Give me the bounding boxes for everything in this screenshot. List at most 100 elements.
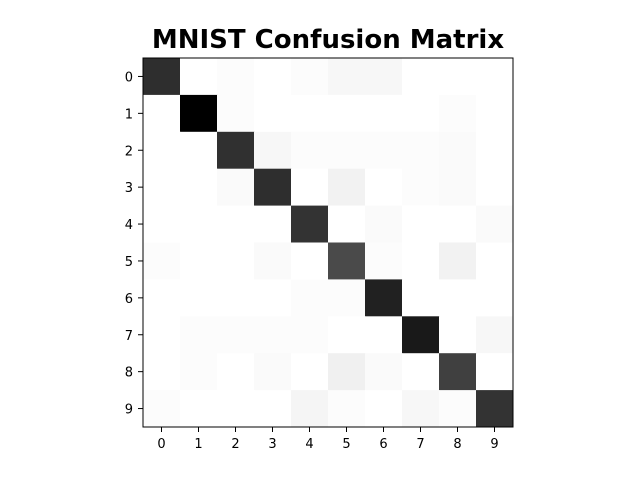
cell-4-2 — [217, 205, 255, 243]
cell-7-4 — [291, 316, 329, 354]
cell-0-7 — [402, 58, 440, 96]
cell-4-0 — [143, 205, 181, 243]
cell-1-5 — [328, 94, 366, 133]
x-tick-label-9: 9 — [490, 437, 498, 452]
y-tick-label-7: 7 — [125, 329, 133, 344]
cell-7-9 — [476, 316, 514, 354]
x-tick-label-4: 4 — [305, 437, 313, 452]
cell-8-9 — [476, 353, 514, 391]
cell-6-5 — [328, 279, 366, 317]
cell-0-0 — [143, 58, 181, 96]
cell-9-5 — [328, 390, 366, 428]
cell-9-9 — [476, 390, 514, 428]
cell-0-2 — [217, 58, 255, 96]
cell-2-9 — [476, 131, 514, 170]
cell-0-4 — [291, 58, 329, 96]
cell-9-1 — [180, 390, 218, 428]
cell-3-1 — [180, 168, 218, 207]
cell-8-5 — [328, 353, 366, 391]
y-tick-label-6: 6 — [125, 292, 133, 307]
cell-5-9 — [476, 242, 514, 280]
cell-9-0 — [143, 390, 181, 428]
cell-2-2 — [217, 131, 255, 170]
cell-8-2 — [217, 353, 255, 391]
cell-3-3 — [254, 168, 292, 207]
cell-4-5 — [328, 205, 366, 243]
cell-2-4 — [291, 131, 329, 170]
heatmap-cells — [143, 58, 514, 428]
cell-6-3 — [254, 279, 292, 317]
x-tick-label-3: 3 — [268, 437, 276, 452]
cell-1-2 — [217, 94, 255, 133]
cell-2-6 — [365, 131, 403, 170]
y-tick-label-0: 0 — [125, 70, 133, 85]
x-tick-label-1: 1 — [194, 437, 202, 452]
cell-8-0 — [143, 353, 181, 391]
cell-0-1 — [180, 58, 218, 96]
cell-5-7 — [402, 242, 440, 280]
cell-0-3 — [254, 58, 292, 96]
cell-7-5 — [328, 316, 366, 354]
cell-0-5 — [328, 58, 366, 96]
x-tick-label-2: 2 — [231, 437, 239, 452]
cell-3-4 — [291, 168, 329, 207]
cell-0-6 — [365, 58, 403, 96]
cell-6-9 — [476, 279, 514, 317]
cell-2-7 — [402, 131, 440, 170]
cell-4-8 — [439, 205, 477, 243]
cell-1-7 — [402, 94, 440, 133]
cell-9-8 — [439, 390, 477, 428]
cell-0-8 — [439, 58, 477, 96]
y-tick-label-2: 2 — [125, 144, 133, 159]
cell-8-4 — [291, 353, 329, 391]
cell-9-3 — [254, 390, 292, 428]
cell-8-8 — [439, 353, 477, 391]
cell-1-0 — [143, 94, 181, 133]
cell-6-8 — [439, 279, 477, 317]
cell-3-8 — [439, 168, 477, 207]
cell-9-4 — [291, 390, 329, 428]
x-tick-label-5: 5 — [342, 437, 350, 452]
cell-6-0 — [143, 279, 181, 317]
cell-5-8 — [439, 242, 477, 280]
cell-7-8 — [439, 316, 477, 354]
cell-2-3 — [254, 131, 292, 170]
y-tick-label-8: 8 — [125, 366, 133, 381]
cell-8-6 — [365, 353, 403, 391]
cell-2-5 — [328, 131, 366, 170]
cell-7-1 — [180, 316, 218, 354]
x-axis: 0 1 2 3 4 5 6 7 8 9 — [157, 427, 499, 452]
cell-7-6 — [365, 316, 403, 354]
cell-4-7 — [402, 205, 440, 243]
cell-3-7 — [402, 168, 440, 207]
cell-2-1 — [180, 131, 218, 170]
y-axis: 0 1 2 3 4 5 6 7 8 9 — [125, 70, 143, 418]
plot-frame — [142, 57, 514, 428]
cell-2-0 — [143, 131, 181, 170]
cell-5-6 — [365, 242, 403, 280]
cell-7-3 — [254, 316, 292, 354]
cell-9-6 — [365, 390, 403, 428]
cell-7-0 — [143, 316, 181, 354]
cell-4-1 — [180, 205, 218, 243]
cell-6-2 — [217, 279, 255, 317]
y-tick-label-3: 3 — [125, 181, 133, 196]
cell-1-4 — [291, 94, 329, 133]
cell-5-0 — [143, 242, 181, 280]
cell-1-8 — [439, 94, 477, 133]
cell-0-9 — [476, 58, 514, 96]
cell-5-5 — [328, 242, 366, 280]
cell-8-7 — [402, 353, 440, 391]
cell-5-1 — [180, 242, 218, 280]
cell-1-3 — [254, 94, 292, 133]
cell-4-6 — [365, 205, 403, 243]
x-tick-label-6: 6 — [379, 437, 387, 452]
cell-9-7 — [402, 390, 440, 428]
x-tick-label-7: 7 — [416, 437, 424, 452]
cell-1-9 — [476, 94, 514, 133]
cell-2-8 — [439, 131, 477, 170]
y-tick-label-5: 5 — [125, 255, 133, 270]
cell-5-3 — [254, 242, 292, 280]
